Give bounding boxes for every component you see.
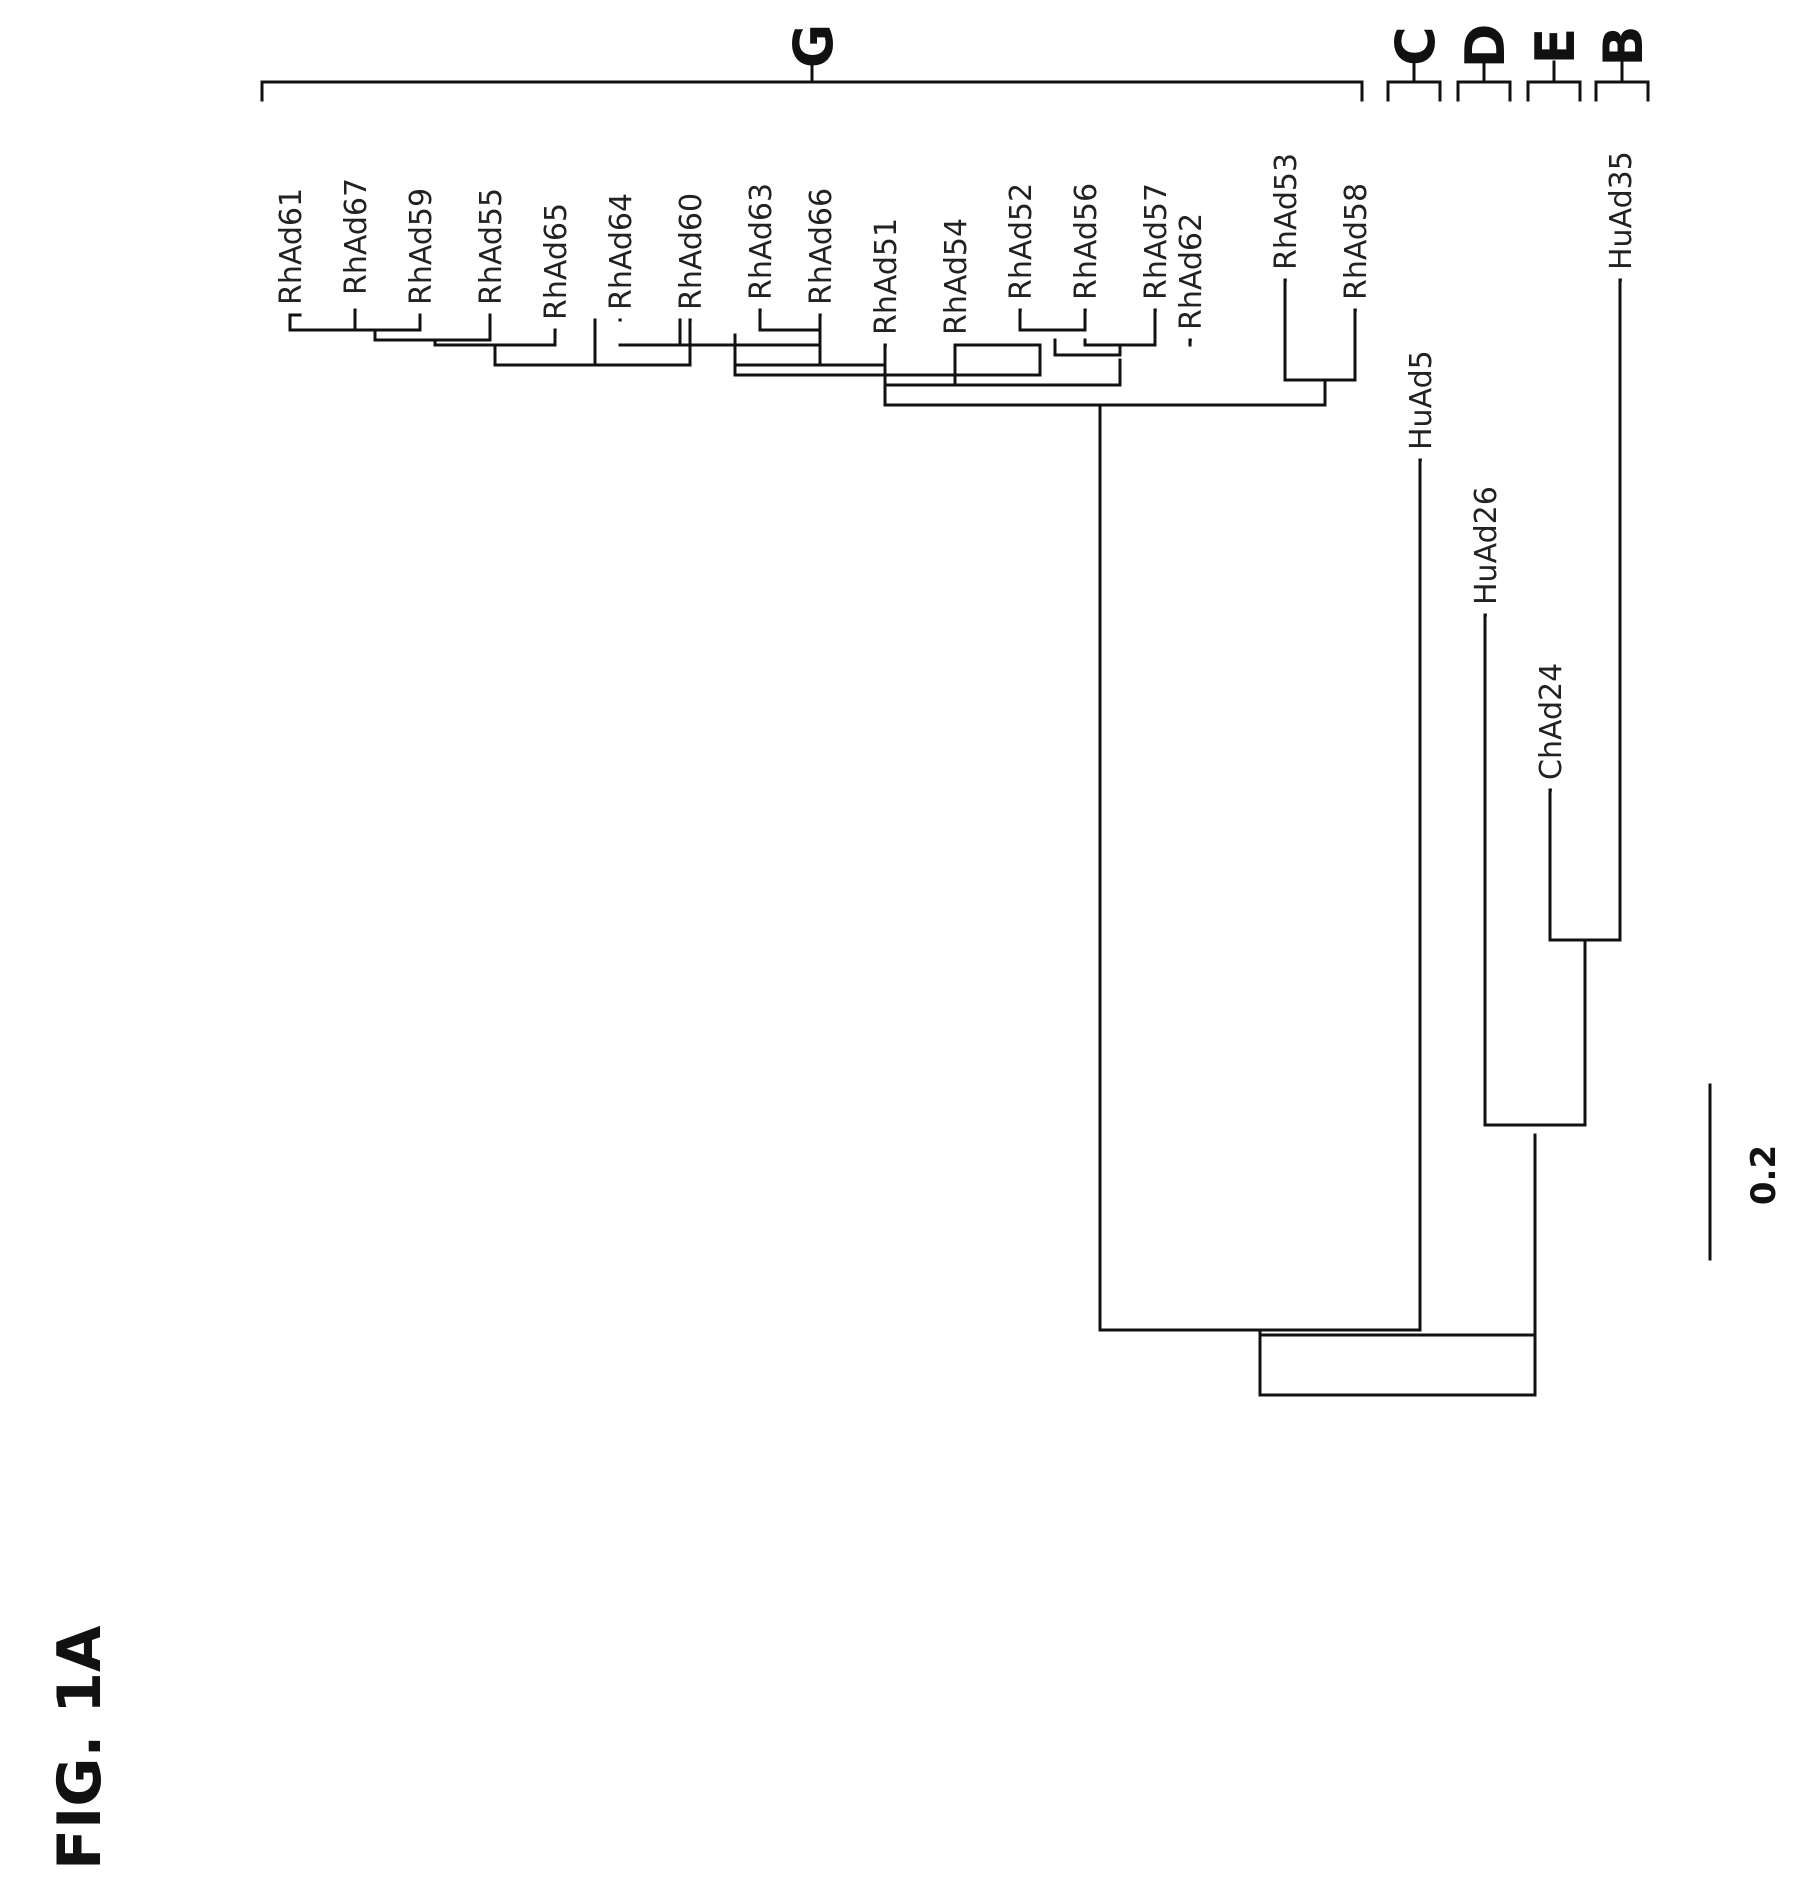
group-label-c: C [1384,26,1447,66]
branch-g-61 [288,308,357,332]
label-rhad63: RhAd63 [744,183,779,300]
label-rhad56: RhAd56 [1069,183,1104,300]
scale-bar-label: 0.2 [1744,1145,1784,1205]
tree-branches [288,278,1622,1397]
group-brackets: G C D E B [260,24,1655,102]
label-rhad51: RhAd51 [869,218,904,335]
group-label-g: G [782,24,845,68]
label-rhad65: RhAd65 [539,203,574,320]
figure-label: FIG. 1A [45,1625,115,1870]
branch-g-64 [593,318,682,347]
branch-eb-clade [1548,278,1622,942]
branch-root [1258,1333,1537,1397]
bracket-d [1456,60,1512,102]
label-rhad59: RhAd59 [404,188,439,305]
branch-g-6165 [493,343,597,367]
label-huad5: HuAd5 [1404,350,1439,450]
branch-g-606366 [618,318,692,347]
label-rhad58: RhAd58 [1339,183,1374,300]
branch-g-main [883,343,1042,387]
bracket-b [1594,60,1650,102]
branch-tip-rhad61 [288,313,302,322]
label-rhad66: RhAd66 [804,188,839,305]
label-rhad67: RhAd67 [339,178,374,295]
label-rhad52: RhAd52 [1004,183,1039,300]
label-rhad61: RhAd61 [274,188,309,305]
label-rhad60: RhAd60 [674,193,709,310]
group-label-e: E [1524,28,1587,65]
branch-g-6366 [758,308,822,332]
branch-deb-clade [1483,613,1587,1127]
taxon-labels: RhAd61 RhAd67 RhAd59 RhAd55 RhAd65 RhAd6… [274,151,1639,780]
branch-g-5462 [953,343,1042,367]
branch-g-left-root [733,318,822,367]
label-chad24: ChAd24 [1534,663,1569,780]
branch-g-6064 [593,343,692,367]
group-label-b: B [1592,25,1655,66]
label-rhad57: RhAd57 [1139,183,1174,300]
branch-g-5358 [1283,278,1357,382]
branch-g-525657 [1053,338,1122,357]
scale-bar: 0.2 [1708,1083,1784,1262]
bracket-c [1386,60,1442,102]
label-rhad55: RhAd55 [474,188,509,305]
label-rhad62: RhAd62 [1174,213,1209,330]
label-rhad64: RhAd64 [604,193,639,310]
branch-g-sub2 [733,343,887,367]
branch-g-5256 [1018,308,1087,332]
branch-g-5762 [1083,338,1157,347]
label-rhad54: RhAd54 [939,218,974,335]
label-huad26: HuAd26 [1469,486,1504,605]
group-label-d: D [1454,24,1517,69]
label-huad35: HuAd35 [1604,151,1639,270]
label-rhad53: RhAd53 [1269,153,1304,270]
branch-g-sub3 [953,343,1122,387]
branch-g-sub1 [733,363,1042,377]
branch-root-connector [1258,1133,1537,1397]
branch-gc-clade [1098,403,1422,1332]
bracket-e [1526,60,1582,102]
branch-g-root [883,378,1327,407]
bracket-g [260,60,1364,102]
